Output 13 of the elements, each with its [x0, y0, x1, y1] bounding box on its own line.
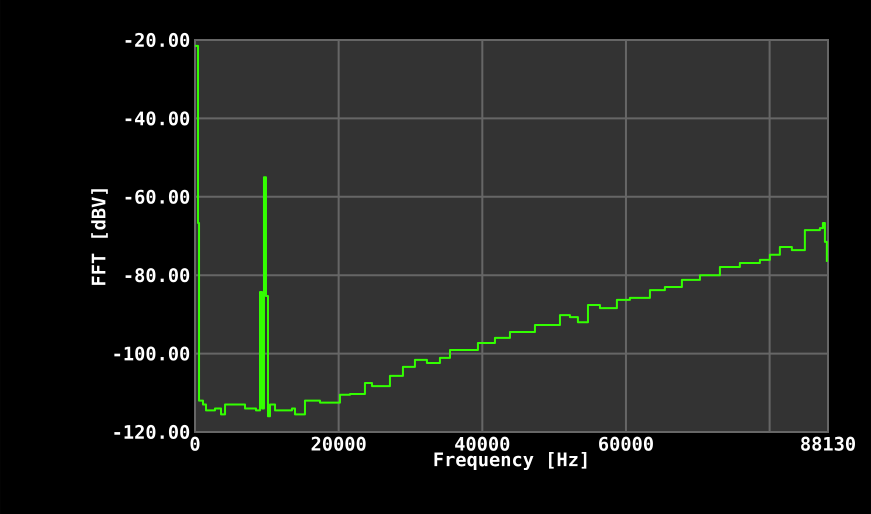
- y-tick-label: -100.00: [114, 346, 190, 361]
- y-tick-label: -20.00: [126, 32, 190, 48]
- x-tick-label: 40000: [455, 436, 510, 451]
- y-axis-title: FFT [dBV]: [91, 189, 108, 285]
- x-tick-label: 60000: [599, 436, 653, 451]
- x-tick-label: 0: [190, 436, 200, 451]
- x-tick-label: 88130: [801, 436, 855, 451]
- y-tick-label: -80.00: [126, 268, 190, 282]
- x-tick-label: 20000: [312, 436, 366, 451]
- y-tick-label: -40.00: [126, 111, 190, 126]
- x-axis-title: Frequency [Hz]: [434, 452, 586, 470]
- y-tick-label: -60.00: [126, 190, 190, 204]
- y-tick-label: -120.00: [114, 424, 190, 440]
